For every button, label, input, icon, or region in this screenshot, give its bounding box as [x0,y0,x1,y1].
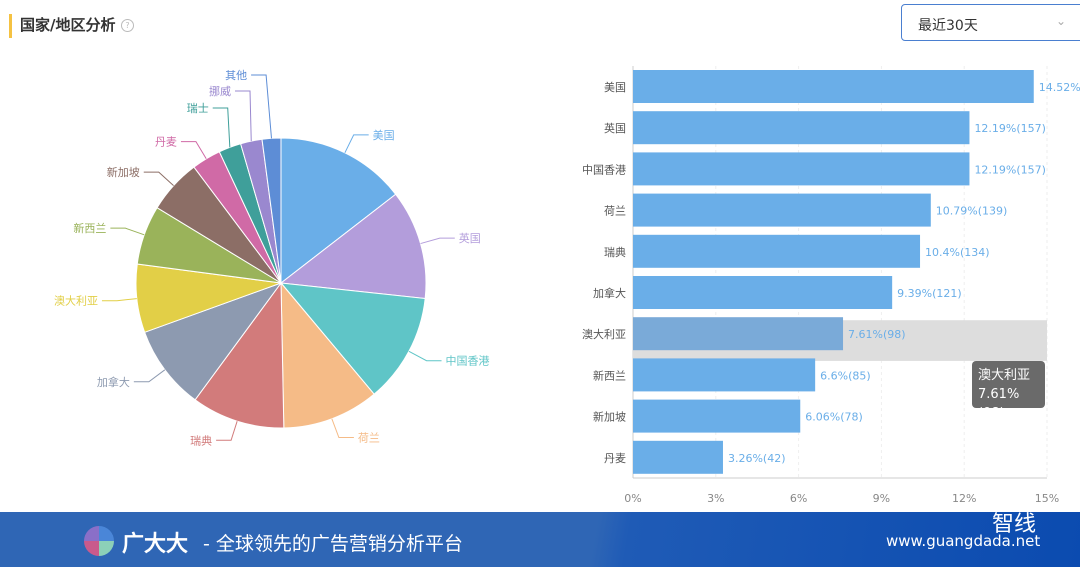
bar[interactable] [633,70,1034,103]
bar-data-label: 9.39%(121) [897,287,962,300]
y-tick-label: 美国 [604,81,626,94]
bar[interactable] [633,234,921,268]
pie-leader-line [344,134,369,154]
pie-leader-line [133,369,166,383]
pie-leader-line [420,237,455,245]
y-tick-label: 丹麦 [604,452,626,465]
pie-label: 瑞士 [187,101,209,115]
y-tick-label: 加拿大 [593,286,626,300]
pie-leader-line [408,350,442,362]
x-tick-label: 3% [707,492,724,505]
pie-label: 澳大利亚 [54,294,98,308]
pie-leader-line [235,90,252,142]
brand-slogan: - 全球领先的广告营销分析平台 [203,533,463,555]
pie-leader-line [212,107,231,148]
date-range-select[interactable]: 最近30天 ⌄ [901,4,1080,41]
pie-leader-line [110,227,145,236]
y-tick-label: 新加坡 [593,410,626,424]
bar[interactable] [633,111,970,145]
bar[interactable] [633,358,816,392]
pie-leader-line [143,171,174,186]
x-tick-label: 15% [1035,492,1059,505]
page-title: 国家/地区分析 [20,16,116,34]
bar-data-label: 7.61%(98) [848,328,906,341]
y-tick-label: 新西兰 [593,368,626,382]
tooltip: 澳大利亚 7.61%(98) [972,361,1045,421]
y-tick-label: 瑞典 [604,245,626,259]
bar[interactable] [633,152,970,186]
pie-leader-line [101,298,137,302]
title-accent [9,14,12,38]
y-tick-label: 荷兰 [604,205,626,218]
pie-leader-line [251,74,272,139]
bar-data-label: 10.4%(134) [925,246,990,259]
bar-data-label: 10.79%(139) [936,205,1008,218]
bar[interactable] [633,276,893,309]
tooltip-title: 澳大利亚 [978,368,1031,383]
footer-banner: 广大大 - 全球领先的广告营销分析平台 www.guangdada.net 智线 [0,512,1080,567]
pie-label: 荷兰 [358,432,380,445]
pie-label: 中国香港 [446,355,490,368]
pie-slice[interactable] [279,282,426,395]
question-circle-icon[interactable]: ? [121,19,134,32]
pie-label: 新加坡 [107,165,140,179]
x-tick-label: 0% [624,492,641,505]
date-range-value: 最近30天 [918,18,978,34]
pie-slice[interactable] [143,281,283,401]
pie-leader-line [216,421,238,441]
pie-leader-line [180,141,207,160]
pie-label: 挪威 [209,84,231,98]
pie-label: 加拿大 [97,375,130,389]
pie-slice[interactable] [279,193,427,300]
brand-name: 广大大 [122,532,189,557]
x-tick-label: 6% [790,492,807,505]
pie-leader-line [331,418,354,439]
x-tick-label: 9% [873,492,890,505]
x-tick-label: 12% [952,492,976,505]
y-tick-label: 澳大利亚 [582,327,626,341]
bar[interactable] [633,399,801,433]
pie-slice[interactable] [280,137,397,285]
pie-label: 新西兰 [73,221,106,235]
y-tick-label: 中国香港 [582,163,626,176]
bar[interactable] [633,317,844,351]
bar-data-label: 3.26%(42) [728,452,786,465]
pie-label: 丹麦 [155,136,177,149]
pie-label: 瑞典 [190,433,212,447]
bar[interactable] [633,440,723,474]
pie-label: 其他 [225,69,247,82]
brand-logo [84,526,114,556]
bar-data-label: 6.06%(78) [805,411,863,424]
bar-data-label: 12.19%(157) [974,163,1046,176]
watermark: 智线 [992,512,1037,537]
tooltip-value: 7.61%(98) [978,387,1020,421]
bar-data-label: 14.52%(187) [1039,81,1080,94]
brand-url[interactable]: www.guangdada.net [886,532,1041,550]
bar[interactable] [633,193,931,227]
chevron-down-icon: ⌄ [1055,14,1066,28]
y-tick-label: 英国 [604,121,626,135]
bar-data-label: 12.19%(157) [974,122,1046,135]
pie-label: 英国 [459,231,481,245]
pie-label: 美国 [373,129,395,142]
bar-data-label: 6.6%(85) [820,369,871,382]
